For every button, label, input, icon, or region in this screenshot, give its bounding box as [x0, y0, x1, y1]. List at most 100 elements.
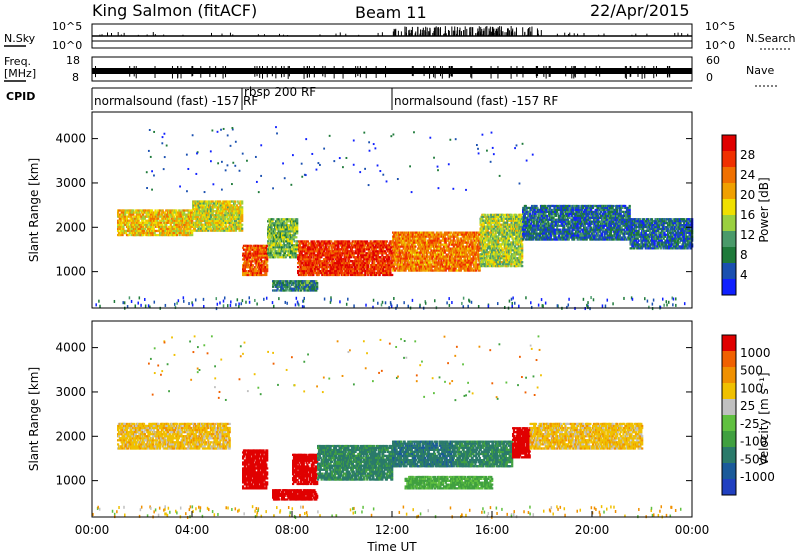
heatmap-cell [349, 271, 353, 275]
heatmap-cell [325, 240, 328, 243]
heatmap-cell [328, 260, 331, 263]
heatmap-cell [174, 217, 177, 220]
heatmap-cell [144, 219, 147, 222]
heatmap-cell [434, 259, 438, 262]
heatmap-cell [266, 269, 269, 273]
heatmap-cell [217, 214, 221, 217]
heatmap-cell [165, 223, 168, 226]
heatmap-cell [390, 265, 393, 269]
heatmap-cell [235, 215, 238, 219]
heatmap-cell [276, 242, 279, 245]
heatmap-cell [435, 257, 438, 260]
heatmap-cell [438, 235, 441, 238]
heatmap-cell [410, 231, 413, 234]
heatmap-cell [266, 244, 269, 247]
heatmap-cell [290, 238, 294, 241]
heatmap-cell [250, 258, 254, 261]
heatmap-cell [349, 269, 353, 273]
heatmap-cell [290, 242, 294, 245]
heatmap-cell [429, 247, 432, 250]
heatmap-cell [384, 244, 388, 247]
heatmap-cell [415, 265, 418, 268]
heatmap-cell [223, 204, 226, 207]
heatmap-cell [267, 226, 271, 229]
heatmap-cell [336, 262, 339, 265]
heatmap-cell [276, 224, 279, 227]
heatmap-cell [450, 259, 454, 262]
heatmap-cell [134, 223, 138, 226]
heatmap-cell [175, 227, 179, 231]
heatmap-cell [451, 249, 455, 252]
heatmap-cell [244, 250, 247, 253]
heatmap-cell [305, 244, 308, 247]
heatmap-cell [382, 267, 385, 271]
heatmap-cell [279, 236, 282, 239]
heatmap-cell [340, 252, 343, 255]
heatmap-cell [279, 242, 282, 245]
heatmap-cell [340, 244, 343, 247]
heatmap-cell [250, 248, 253, 251]
heatmap-cell [274, 246, 277, 249]
heatmap-cell [326, 244, 329, 247]
heatmap-cell [311, 260, 314, 263]
heatmap-cell [277, 256, 280, 259]
heatmap-cell [117, 215, 121, 218]
heatmap-cell [272, 248, 275, 251]
heatmap-cell [245, 258, 248, 261]
heatmap-cell [350, 242, 353, 245]
heatmap-cell [235, 212, 238, 215]
heatmap-cell [158, 211, 161, 214]
heatmap-cell [275, 222, 279, 225]
heatmap-cell [198, 225, 201, 228]
heatmap-cell [268, 234, 271, 237]
heatmap-cell [239, 206, 242, 209]
heatmap-cell [316, 258, 319, 261]
heatmap-cell [135, 213, 138, 216]
heatmap-cell [456, 231, 459, 234]
heatmap-cell [303, 265, 306, 269]
heatmap-cell [289, 246, 292, 249]
nsearch-tick-bottom: 10^0 [705, 39, 735, 52]
heatmap-cell [384, 273, 388, 277]
heatmap-cell [250, 244, 253, 247]
heatmap-cell [185, 231, 188, 235]
heatmap-cell [449, 267, 452, 270]
heatmap-cell [445, 261, 448, 264]
heatmap-cell [190, 229, 193, 233]
heatmap-cell [421, 255, 424, 258]
heatmap-cell [259, 269, 263, 273]
heatmap-cell [330, 240, 333, 243]
heatmap-cell [347, 267, 350, 271]
heatmap-cell [290, 240, 294, 243]
heatmap-cell [278, 222, 281, 225]
heatmap-cell [396, 241, 399, 244]
heatmap-cell [296, 224, 299, 227]
heatmap-cell [329, 273, 332, 277]
heatmap-cell [178, 225, 181, 228]
heatmap-cell [431, 239, 434, 242]
heatmap-cell [397, 265, 400, 268]
heatmap-cell [262, 266, 265, 269]
heatmap-cell [427, 255, 430, 258]
heatmap-cell [296, 226, 299, 229]
heatmap-cell [340, 269, 344, 273]
heatmap-cell [399, 265, 402, 268]
heatmap-cell [391, 242, 394, 245]
heatmap-cell [280, 222, 283, 225]
heatmap-cell [305, 264, 309, 267]
heatmap-cell [192, 229, 196, 232]
nsky-tick-bottom: 10^0 [52, 39, 82, 52]
heatmap-cell [198, 219, 201, 223]
heatmap-cell [300, 260, 303, 263]
heatmap-cell [270, 244, 273, 247]
heatmap-cell [442, 253, 445, 256]
heatmap-cell [150, 209, 154, 212]
heatmap-cell [353, 244, 356, 247]
heatmap-cell [253, 248, 256, 251]
heatmap-cell [327, 242, 330, 245]
heatmap-cell [453, 239, 456, 242]
heatmap-cell [448, 243, 451, 246]
heatmap-cell [168, 221, 171, 224]
heatmap-cell [454, 259, 457, 262]
heatmap-cell [315, 244, 319, 247]
